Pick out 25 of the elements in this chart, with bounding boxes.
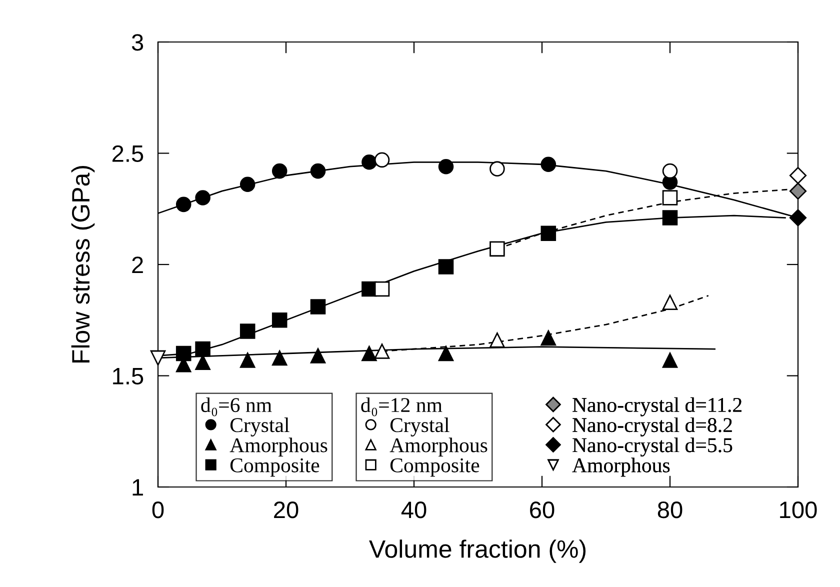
x-tick-label: 100 xyxy=(780,502,817,518)
legend-label: Nano-crystal d=11.2 xyxy=(572,397,742,416)
y-tick-label: 2.5 xyxy=(112,145,144,162)
legend-label: Amorphous xyxy=(572,458,670,477)
legend-label: Composite xyxy=(230,458,320,477)
x-tick-label: 20 xyxy=(274,502,298,518)
x-tick-label: 80 xyxy=(658,502,682,518)
text: d₀=6 nm xyxy=(201,397,272,416)
legend-label: Amorphous xyxy=(390,438,488,457)
legend-label: Crystal xyxy=(390,418,450,436)
x-tick-label: 40 xyxy=(401,502,426,518)
text: d₀=12 nm xyxy=(361,397,442,416)
y-tick-label: 1.5 xyxy=(113,368,144,385)
legend-label: Amorphous xyxy=(230,438,328,457)
y-tick-label: 1 xyxy=(132,479,143,496)
y-tick-label: 3 xyxy=(132,34,144,51)
x-tick-label: 60 xyxy=(530,502,554,518)
y-axis-title: Flow stress (GPa) xyxy=(71,166,95,362)
y-tick-label: 2 xyxy=(132,256,143,274)
legend-label: Nano-crystal d=8.2 xyxy=(572,417,732,436)
legend-label: Nano-crystal d=5.5 xyxy=(572,438,732,457)
legend-label: Crystal xyxy=(230,418,290,436)
legend-label: Composite xyxy=(390,458,480,477)
x-tick-label: 0 xyxy=(152,502,164,518)
x-axis-title: Volume fraction (%) xyxy=(369,540,586,563)
